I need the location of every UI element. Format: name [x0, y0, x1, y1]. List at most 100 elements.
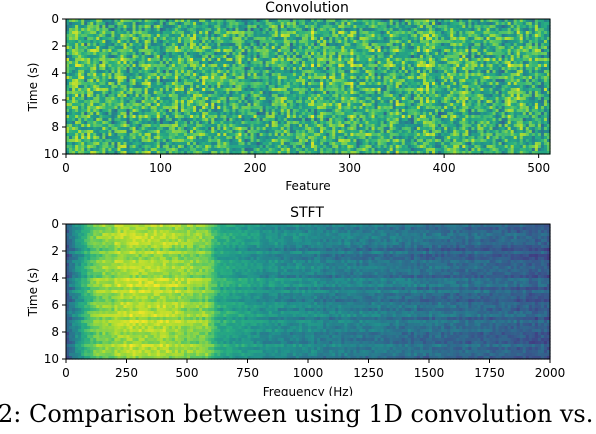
heatmap-cell — [114, 25, 119, 29]
heatmap-cell — [177, 34, 182, 38]
heatmap-cell — [208, 70, 212, 74]
heatmap-cell — [447, 22, 451, 26]
heatmap-cell — [105, 61, 109, 65]
heatmap-cell — [498, 31, 503, 35]
heatmap-cell — [96, 25, 100, 29]
heatmap-cell — [66, 34, 70, 38]
heatmap-cell — [326, 25, 330, 29]
heatmap-cell — [271, 25, 276, 29]
heatmap-cell — [280, 46, 285, 50]
heatmap-cell — [320, 61, 324, 65]
heatmap-cell — [280, 73, 285, 77]
heatmap-cell — [129, 46, 134, 50]
heatmap-cell — [329, 58, 333, 62]
heatmap-cell — [138, 67, 143, 71]
heatmap-cell — [344, 73, 348, 77]
heatmap-cell — [66, 43, 70, 47]
heatmap-cell — [177, 31, 182, 35]
heatmap-cell — [90, 64, 94, 68]
heatmap-cell — [377, 25, 382, 29]
heatmap-cell — [395, 52, 400, 56]
heatmap-cell — [120, 52, 125, 56]
heatmap-cell — [377, 70, 382, 74]
heatmap-cell — [410, 22, 415, 26]
heatmap-cell — [392, 19, 397, 23]
heatmap-cell — [177, 67, 182, 71]
heatmap-cell — [359, 73, 364, 77]
heatmap-cell — [401, 25, 406, 29]
heatmap-cell — [368, 70, 373, 74]
heatmap-cell — [486, 67, 491, 71]
heatmap-cell — [235, 25, 240, 29]
heatmap-cell — [250, 40, 255, 44]
heatmap-cell — [438, 43, 442, 47]
heatmap-cell — [429, 22, 433, 26]
heatmap-cell — [84, 40, 88, 44]
heatmap-cell — [495, 40, 500, 44]
heatmap-cell — [238, 22, 243, 26]
heatmap-cell — [314, 73, 318, 77]
heatmap-cell — [492, 34, 497, 38]
heatmap-cell — [226, 49, 230, 53]
heatmap-cell — [193, 76, 197, 80]
heatmap-cell — [96, 61, 100, 65]
heatmap-cell — [156, 19, 161, 23]
heatmap-cell — [174, 79, 179, 83]
heatmap-cell — [347, 22, 351, 26]
heatmap-cell — [265, 70, 270, 74]
heatmap-cell — [459, 64, 463, 68]
heatmap-cell — [395, 46, 400, 50]
heatmap-cell — [359, 70, 364, 74]
heatmap-cell — [447, 52, 451, 56]
heatmap-cell — [295, 58, 300, 62]
heatmap-cell — [105, 76, 109, 80]
heatmap-cell — [132, 79, 137, 83]
heatmap-cell — [435, 49, 439, 53]
heatmap-cell — [471, 52, 475, 56]
heatmap-cell — [202, 40, 206, 44]
heatmap-cell — [256, 55, 261, 59]
heatmap-cell — [193, 67, 197, 71]
heatmap-cell — [489, 40, 494, 44]
heatmap-cell — [459, 34, 463, 38]
heatmap-cell — [308, 28, 312, 32]
convolution-heatmap — [66, 19, 551, 155]
heatmap-cell — [389, 73, 394, 77]
heatmap-cell — [126, 73, 131, 77]
heatmap-cell — [141, 73, 146, 77]
heatmap-cell — [474, 58, 479, 62]
heatmap-cell — [138, 61, 143, 65]
heatmap-cell — [522, 58, 527, 62]
heatmap-cell — [81, 31, 85, 35]
heatmap-cell — [410, 70, 415, 74]
heatmap-cell — [395, 31, 400, 35]
heatmap-cell — [268, 58, 273, 62]
heatmap-cell — [72, 34, 76, 38]
heatmap-cell — [135, 31, 140, 35]
heatmap-cell — [141, 52, 146, 56]
heatmap-cell — [259, 34, 264, 38]
heatmap-cell — [359, 40, 364, 44]
heatmap-cell — [471, 19, 475, 23]
heatmap-cell — [183, 19, 188, 23]
heatmap-cell — [298, 61, 303, 65]
heatmap-cell — [320, 25, 324, 29]
heatmap-cell — [429, 70, 433, 74]
heatmap-cell — [462, 40, 466, 44]
heatmap-cell — [425, 49, 430, 53]
heatmap-cell — [344, 46, 348, 50]
heatmap-cell — [522, 73, 527, 77]
heatmap-cell — [540, 25, 545, 29]
heatmap-cell — [183, 37, 188, 41]
heatmap-cell — [335, 76, 339, 80]
heatmap-cell — [462, 46, 466, 50]
heatmap-cell — [235, 46, 240, 50]
heatmap-cell — [199, 55, 203, 59]
heatmap-cell — [147, 76, 152, 80]
heatmap-cell — [504, 22, 509, 26]
heatmap-cell — [283, 19, 288, 23]
heatmap-cell — [256, 34, 261, 38]
heatmap-cell — [501, 43, 506, 47]
heatmap-cell — [368, 58, 373, 62]
